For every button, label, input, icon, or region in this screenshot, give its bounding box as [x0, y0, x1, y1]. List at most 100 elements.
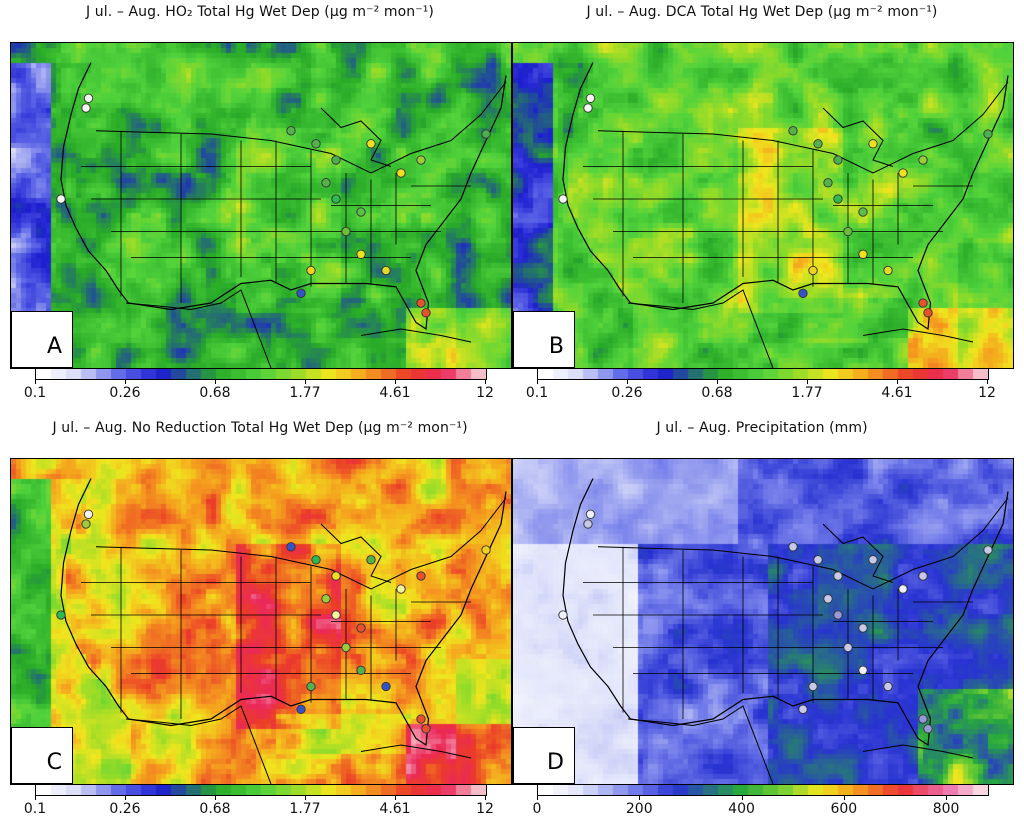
monitoring-station-marker [858, 665, 868, 675]
canada-border [95, 81, 507, 174]
monitoring-station-marker [813, 555, 823, 565]
colorbar-tick-mark [395, 379, 396, 384]
monitoring-station-marker [868, 139, 878, 149]
monitoring-station-marker [808, 265, 818, 276]
monitoring-station-marker [788, 542, 798, 552]
monitoring-station-marker [56, 610, 66, 620]
colorbar-tick-label: 4.61 [881, 385, 913, 401]
monitoring-station-marker [356, 665, 366, 675]
colorbar-tick-mark [897, 379, 898, 384]
colorbar-tick-mark [639, 795, 641, 800]
monitoring-station-marker [918, 571, 928, 581]
monitoring-station-marker [306, 265, 316, 276]
monitoring-station-marker [356, 207, 366, 217]
monitoring-station-marker [583, 519, 593, 529]
west-coastline [562, 478, 631, 720]
monitoring-station-marker [331, 194, 341, 204]
panel-title-b: J ul. – Aug. DCA Total Hg Wet Dep (μg m⁻… [586, 4, 938, 20]
map-outlines [56, 62, 507, 368]
canada-border [597, 81, 1009, 174]
monitoring-station-marker [381, 265, 391, 276]
monitoring-station-marker [416, 298, 426, 308]
monitoring-station-marker [481, 545, 491, 555]
monitoring-station-marker [381, 681, 391, 692]
great-lakes-outline [320, 107, 392, 167]
gulf-atlantic-coastline [128, 75, 507, 331]
cuba-outline [862, 328, 974, 343]
colorbar-tick-mark [305, 795, 306, 800]
colorbar-tick-label: 0.68 [701, 385, 733, 401]
colorbar [537, 784, 989, 796]
monitoring-station-marker [81, 519, 91, 529]
monitoring-station-marker [341, 226, 351, 237]
monitoring-station-marker [858, 249, 868, 259]
colorbar-tick-mark [807, 379, 808, 384]
colorbar-tick-mark [215, 379, 216, 384]
monitoring-station-marker [396, 168, 406, 178]
monitoring-station-marker [296, 288, 306, 298]
colorbar-tick-label: 0.26 [109, 385, 141, 401]
west-coastline [60, 478, 129, 720]
colorbar-tick-label: 0.26 [611, 385, 643, 401]
colorbar-tick-mark [717, 379, 718, 384]
monitoring-station-marker [585, 93, 596, 103]
monitoring-station-marker [356, 249, 366, 259]
monitoring-station-marker [858, 207, 868, 217]
monitoring-station-marker [923, 308, 933, 318]
gulf-atlantic-coastline [630, 75, 1009, 331]
monitoring-station-marker [56, 194, 66, 204]
monitoring-station-marker [481, 129, 491, 139]
colorbar-tick-label: 0.26 [109, 801, 141, 817]
monitoring-station-marker [286, 542, 296, 552]
monitoring-station-marker [311, 139, 321, 149]
monitoring-station-marker [416, 571, 426, 581]
colorbar-tick-mark [35, 795, 36, 800]
colorbar-tick-mark [125, 379, 126, 384]
monitoring-station-marker [396, 584, 406, 594]
monitoring-station-marker [858, 623, 868, 633]
colorbar-tick-mark [537, 795, 538, 800]
panel-letter: B [548, 334, 564, 359]
cuba-outline [360, 328, 472, 343]
colorbar-tick-mark [215, 795, 216, 800]
mexico-border [627, 289, 774, 368]
monitoring-station-marker [843, 226, 853, 237]
colorbar-tick-label: 1.77 [791, 385, 823, 401]
west-coastline [562, 62, 631, 304]
map-outlines [558, 62, 1009, 368]
colorbar-tick-label: 4.61 [379, 801, 411, 817]
canada-border [95, 497, 507, 590]
colorbar-tick-label: 0.68 [199, 801, 231, 817]
colorbar-tick-mark [946, 795, 948, 800]
colorbar-tick-mark [485, 379, 486, 384]
colorbar-tick-label: 1.77 [289, 385, 321, 401]
mexico-border [125, 289, 272, 368]
panel-title-c: J ul. – Aug. No Reduction Total Hg Wet D… [52, 420, 468, 436]
monitoring-station-marker [788, 126, 798, 136]
monitoring-station-marker [585, 509, 596, 519]
monitoring-station-marker [798, 288, 808, 298]
mexico-border [125, 705, 272, 784]
colorbar-tick-mark [537, 379, 538, 384]
colorbar [537, 368, 989, 380]
monitoring-station-marker [331, 610, 341, 620]
colorbar-tick-label: 0.1 [23, 801, 47, 817]
colorbar [35, 368, 487, 380]
monitoring-station-marker [286, 126, 296, 136]
colorbar-tick-mark [125, 795, 126, 800]
colorbar-tick-label: 0.1 [23, 385, 47, 401]
colorbar-tick-mark [987, 379, 988, 384]
monitoring-station-marker [813, 139, 823, 149]
cuba-outline [360, 744, 472, 759]
monitoring-station-marker [311, 555, 321, 565]
colorbar-tick-label: 400 [728, 801, 755, 817]
monitoring-station-marker [823, 594, 833, 604]
cuba-outline [862, 744, 974, 759]
monitoring-station-marker [331, 571, 341, 581]
monitoring-station-marker [833, 610, 843, 620]
panel-letter-box: B [513, 311, 575, 368]
west-coastline [60, 62, 129, 304]
monitoring-station-marker [983, 129, 993, 139]
map-outlines [56, 478, 507, 784]
